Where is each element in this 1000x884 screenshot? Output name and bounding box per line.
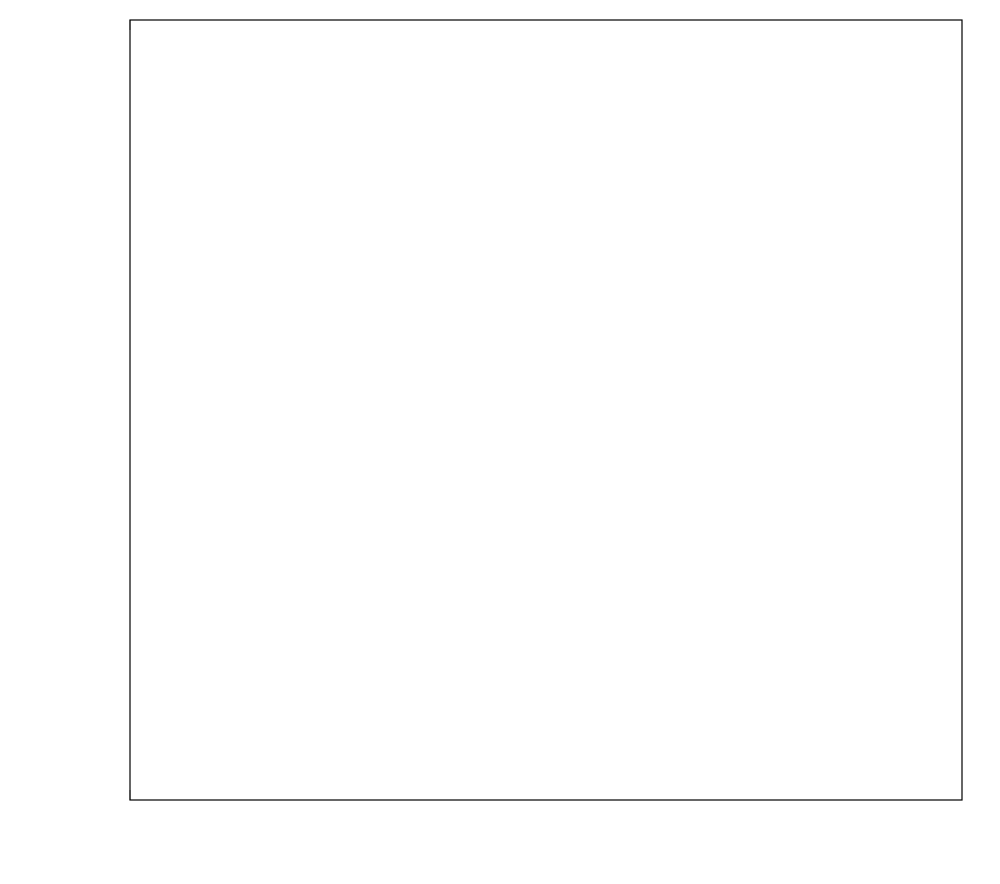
chart-root: [0, 0, 1000, 884]
chart-svg: [0, 0, 1000, 884]
plot-border: [130, 20, 962, 800]
